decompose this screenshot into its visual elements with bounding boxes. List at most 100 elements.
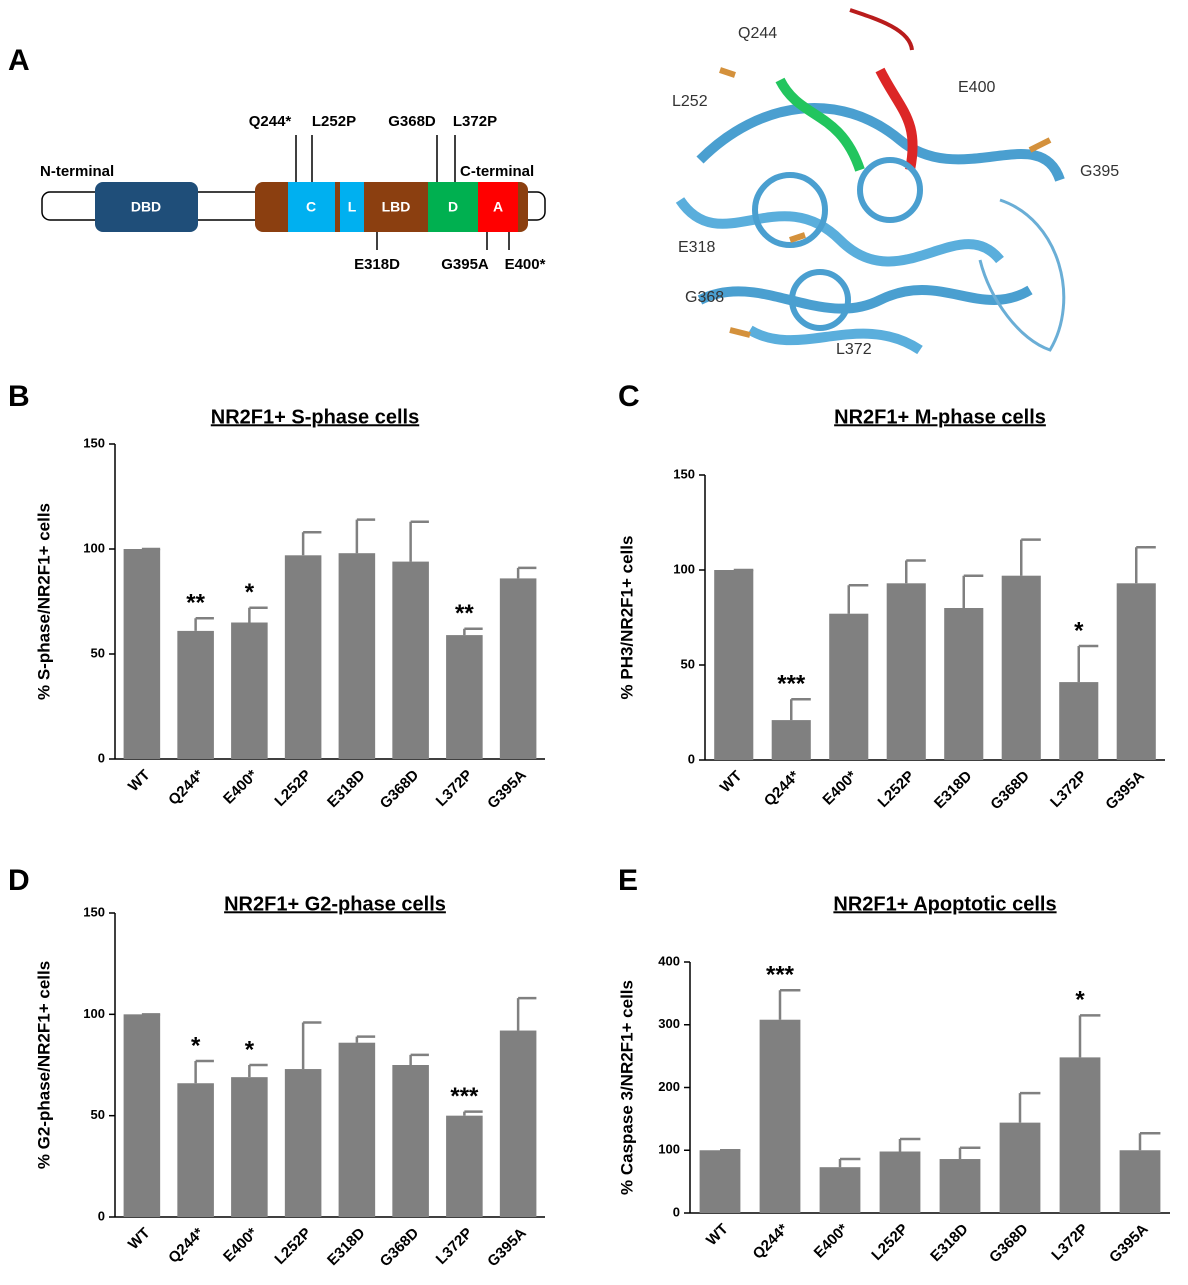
bar: [123, 1014, 161, 1217]
x-tick-label: Q244*: [750, 1221, 792, 1263]
x-tick-label: L252P: [875, 768, 918, 811]
panel-letter: A: [8, 44, 30, 77]
x-tick-label: E400*: [220, 767, 261, 808]
bar: [699, 1150, 741, 1213]
panel-letter: B: [8, 380, 30, 413]
y-tick-label: 50: [91, 1107, 105, 1122]
bar: [714, 570, 754, 760]
bar: [123, 549, 161, 759]
error-bar: [194, 617, 214, 631]
x-tick-label: WT: [125, 1225, 154, 1254]
error-bar: [248, 1063, 268, 1078]
y-tick-label: 0: [98, 750, 105, 765]
x-tick-label: E400*: [811, 1221, 852, 1262]
bar: [1119, 1150, 1161, 1213]
y-tick-label: 100: [658, 1142, 680, 1157]
bar: [886, 583, 926, 760]
x-tick-label: G368D: [986, 1220, 1032, 1266]
bar: [829, 613, 869, 760]
bar: [499, 578, 537, 759]
mutation-label: L252P: [312, 113, 356, 130]
domain-label: DBD: [131, 199, 161, 215]
x-tick-label: E318D: [324, 1225, 369, 1270]
chart-title: NR2F1+ S-phase cells: [211, 406, 419, 428]
bar: [392, 1065, 429, 1217]
protein-structure: [675, 8, 1066, 355]
residue-label: L372: [836, 341, 872, 358]
y-tick-label: 150: [673, 466, 695, 481]
x-tick-label: E318D: [324, 767, 369, 812]
residue-label: L252: [672, 93, 708, 110]
residue-label: E318: [678, 239, 715, 256]
dbd-domain: [95, 182, 198, 232]
y-tick-label: 150: [83, 435, 105, 450]
error-bar: [778, 988, 801, 1020]
x-tick-label: L372P: [1047, 768, 1090, 811]
error-bar: [409, 520, 429, 562]
c-terminal-label: C-terminal: [460, 163, 534, 180]
y-axis-label: % S-phase/NR2F1+ cells: [34, 503, 53, 700]
error-bar: [516, 566, 537, 579]
y-tick-label: 50: [681, 656, 695, 671]
error-bar: [516, 996, 537, 1031]
bar: [284, 1069, 322, 1217]
error-bar: [1020, 538, 1041, 576]
significance-label: *: [245, 579, 255, 606]
domain-label: L: [348, 199, 357, 215]
error-bar: [898, 1137, 921, 1152]
x-tick-label: G368D: [987, 767, 1033, 813]
panel-letter: C: [618, 380, 640, 413]
chart-title: NR2F1+ G2-phase cells: [224, 893, 446, 915]
d-domain: [428, 182, 478, 232]
bar: [446, 635, 483, 759]
error-bar: [1135, 545, 1156, 584]
x-tick-label: G395A: [484, 1224, 530, 1270]
y-tick-label: 0: [673, 1204, 680, 1219]
bar: [177, 630, 214, 759]
error-bar: [409, 1053, 429, 1065]
x-tick-label: WT: [717, 768, 746, 797]
error-bar: [248, 606, 268, 623]
x-tick-label: E400*: [819, 768, 860, 809]
significance-label: ***: [777, 671, 806, 698]
bar: [771, 720, 811, 760]
mutation-label: Q244*: [249, 113, 292, 130]
x-tick-label: WT: [703, 1221, 732, 1250]
bar: [338, 553, 376, 759]
y-axis-label: % Caspase 3/NR2F1+ cells: [617, 980, 636, 1195]
error-bar: [463, 1110, 483, 1116]
bar: [999, 1122, 1041, 1213]
y-tick-label: 100: [83, 540, 105, 555]
error-bar: [355, 1035, 376, 1043]
panel-letter: E: [618, 864, 638, 897]
y-tick-label: 300: [658, 1016, 680, 1031]
l-domain: [340, 182, 364, 232]
c-domain: [288, 182, 335, 232]
error-bar: [790, 697, 811, 721]
bar: [1059, 1057, 1101, 1213]
domain-label: LBD: [382, 199, 411, 215]
x-tick-label: L372P: [433, 767, 476, 810]
residue-label: G368: [685, 289, 724, 306]
mutation-label: E318D: [354, 256, 400, 273]
bar: [1059, 682, 1099, 760]
residue-label: G395: [1080, 163, 1119, 180]
bar: [939, 1159, 981, 1213]
y-axis-label: % G2-phase/NR2F1+ cells: [34, 961, 53, 1169]
x-tick-label: L372P: [1048, 1221, 1091, 1264]
x-tick-label: G395A: [1102, 767, 1148, 813]
significance-label: *: [245, 1036, 255, 1063]
bar: [944, 608, 984, 760]
error-bar: [194, 1059, 214, 1084]
bar: [446, 1115, 483, 1217]
error-bar: [1078, 1014, 1101, 1058]
bar: [879, 1151, 921, 1213]
x-tick-label: E318D: [927, 1221, 972, 1266]
y-tick-label: 0: [688, 751, 695, 766]
error-bar: [962, 574, 984, 608]
a-domain: [478, 182, 518, 232]
x-tick-label: L252P: [868, 1221, 911, 1264]
significance-label: **: [455, 600, 474, 627]
panel-letter: D: [8, 864, 30, 897]
